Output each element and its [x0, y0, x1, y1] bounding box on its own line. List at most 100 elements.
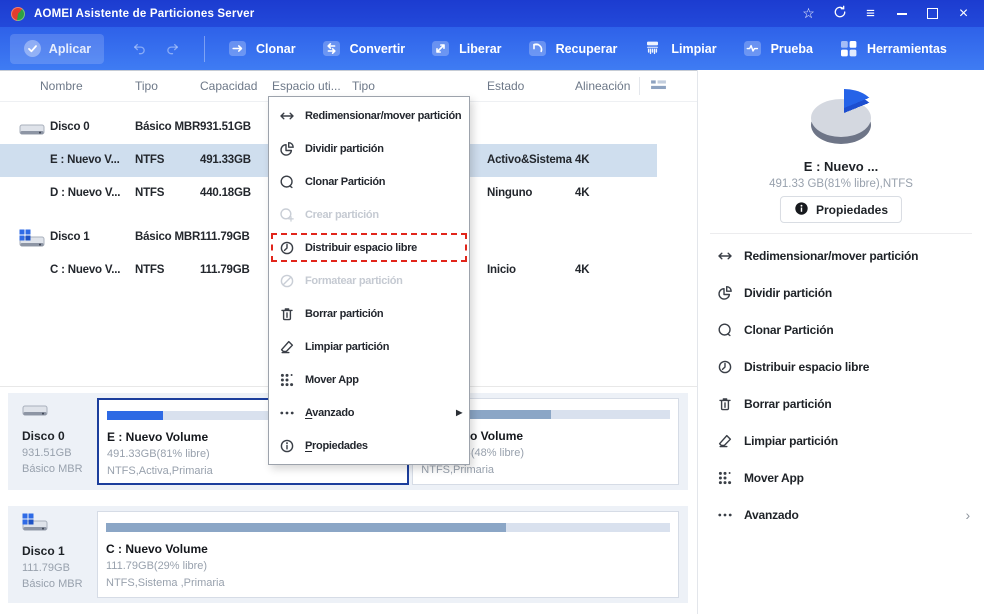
delete-partition-icon — [717, 396, 733, 412]
menu-item-label: Crear partición — [305, 208, 379, 221]
info-icon — [794, 201, 809, 219]
favorite-button[interactable]: ☆ — [793, 0, 824, 27]
minimize-icon — [896, 12, 907, 15]
sidebar-actions: Redimensionar/mover partición Dividir par… — [698, 237, 984, 533]
column-header-nombre[interactable]: Nombre — [40, 79, 83, 93]
disk-icon — [19, 119, 45, 144]
maximize-icon — [927, 8, 938, 19]
sidebar-action-distribuir-espacio-libre[interactable]: Distribuir espacio libre — [698, 348, 984, 385]
partition-info: 111.79GB(29% libre) — [106, 560, 208, 572]
sidebar-action-avanzado[interactable]: Avanzado › — [698, 496, 984, 533]
check-icon — [23, 39, 42, 58]
minimize-button[interactable] — [886, 0, 917, 27]
menu-item-label: Avanzado — [305, 406, 355, 419]
format-partition-icon — [279, 273, 295, 289]
toolbar-button-convertir[interactable]: Convertir — [309, 27, 419, 70]
sidebar-action-label: Redimensionar/mover partición — [744, 248, 919, 263]
recover-icon — [528, 39, 547, 58]
menu-item-crear-particion: Crear partición — [269, 198, 469, 231]
column-header-tipo[interactable]: Tipo — [135, 79, 158, 93]
wipe-partition-icon — [279, 339, 295, 355]
sidebar-action-limpiar-particion[interactable]: Limpiar partición — [698, 422, 984, 459]
menu-item-clonar-particion[interactable]: Clonar Partición — [269, 165, 469, 198]
properties-button[interactable]: Propiedades — [779, 196, 903, 223]
toolbar-buttons: Clonar Convertir Liberar Recuperar Limpiar Pr… — [215, 27, 960, 70]
header-separator — [639, 77, 640, 95]
table-row-partition-c-nuevo-v[interactable]: C : Nuevo V... NTFS 111.79GB Inicio 4K — [0, 254, 657, 287]
sidebar-action-label: Clonar Partición — [744, 322, 834, 337]
cell-capacity: 931.51GB — [200, 121, 251, 133]
refresh-button[interactable] — [824, 0, 855, 27]
sidebar-action-borrar-particion[interactable]: Borrar partición — [698, 385, 984, 422]
column-header-alineacion[interactable]: Alineación — [575, 79, 631, 93]
sidebar-action-label: Borrar partición — [744, 396, 832, 411]
menu-item-redimensionar-mover-particion[interactable]: Redimensionar/mover partición — [269, 99, 469, 132]
clone-partition-icon — [279, 174, 295, 190]
toolbar-button-herramientas[interactable]: Herramientas — [826, 27, 960, 70]
undo-icon[interactable] — [130, 42, 148, 56]
redo-icon[interactable] — [164, 42, 182, 56]
disk-info-disco-1[interactable]: Disco 1 111.79GB Básico MBR — [8, 506, 97, 603]
partition-filesystem: NTFS,Activa,Primaria — [107, 465, 213, 477]
properties-icon — [279, 438, 295, 454]
tools-icon — [839, 39, 858, 58]
maximize-button[interactable] — [917, 0, 948, 27]
disk-name: Disco 1 — [22, 544, 65, 558]
sidebar-action-dividir-particion[interactable]: Dividir partición — [698, 274, 984, 311]
table-row-disk-disco-1[interactable]: Disco 1 Básico MBR 111.79GB — [0, 221, 657, 254]
toolbar-button-liberar[interactable]: Liberar — [418, 27, 514, 70]
delete-partition-icon — [279, 306, 295, 322]
toolbar-button-limpiar[interactable]: Limpiar — [630, 27, 729, 70]
menu-item-borrar-particion[interactable]: Borrar partición — [269, 297, 469, 330]
column-header-capacidad[interactable]: Capacidad — [200, 79, 258, 93]
menu-item-formatear-particion: Formatear partición — [269, 264, 469, 297]
cell-type: NTFS — [135, 154, 165, 166]
clone-partition-icon — [717, 322, 733, 338]
column-header-tipo[interactable]: Tipo — [352, 79, 375, 93]
menu-item-distribuir-espacio-libre[interactable]: Distribuir espacio libre — [269, 231, 469, 264]
partition-block-c[interactable]: C : Nuevo Volume 111.79GB(29% libre) NTFS,… — [97, 511, 679, 598]
apply-button[interactable]: Aplicar — [10, 33, 104, 64]
disk-icon — [22, 405, 48, 424]
menu-item-dividir-particion[interactable]: Dividir partición — [269, 132, 469, 165]
menu-item-limpiar-particion[interactable]: Limpiar partición — [269, 330, 469, 363]
menu-item-avanzado[interactable]: Avanzado ▶ — [269, 396, 469, 429]
close-button[interactable]: × — [948, 0, 979, 27]
toolbar-button-clonar[interactable]: Clonar — [215, 27, 309, 70]
partition-label: C : Nuevo Volume — [106, 542, 208, 556]
menu-item-label: Borrar partición — [305, 307, 384, 320]
star-icon: ☆ — [802, 5, 815, 21]
disk-info-disco-0[interactable]: Disco 0 931.51GB Básico MBR — [8, 393, 97, 490]
column-header-estado[interactable]: Estado — [487, 79, 525, 93]
sidebar-action-mover-app[interactable]: Mover App — [698, 459, 984, 496]
toolbar-button-label: Prueba — [770, 41, 813, 56]
cell-name: C : Nuevo V... — [50, 264, 121, 276]
menu-item-propiedades[interactable]: Propiedades — [269, 429, 469, 462]
toolbar-button-prueba[interactable]: Prueba — [730, 27, 826, 70]
menu-item-label: Propiedades — [305, 439, 368, 452]
menu-item-label: Limpiar partición — [305, 340, 390, 353]
table-row-partition-d-nuevo-v[interactable]: D : Nuevo V... NTFS 440.18GB Ninguno 4K — [0, 177, 657, 210]
column-header-espacio-uti[interactable]: Espacio uti... — [272, 79, 341, 93]
cell-capacity: 440.18GB — [200, 187, 251, 199]
selected-partition-info: 491.33 GB(81% libre),NTFS — [769, 178, 913, 190]
sidebar-action-redimensionar-mover-particion[interactable]: Redimensionar/mover partición — [698, 237, 984, 274]
menu-item-label: Clonar Partición — [305, 175, 386, 188]
main-toolbar: Aplicar Clonar Convertir Liberar Recuperar L… — [0, 27, 984, 70]
sidebar-action-clonar-particion[interactable]: Clonar Partición — [698, 311, 984, 348]
toolbar-button-label: Recuperar — [555, 41, 618, 56]
partition-strip: C : Nuevo Volume 111.79GB(29% libre) NTFS,… — [97, 511, 679, 598]
table-row-disk-disco-0[interactable]: Disco 0 Básico MBR 931.51GB — [0, 111, 657, 144]
pie-used-slice — [814, 89, 874, 127]
list-view-icon[interactable] — [650, 79, 667, 97]
undo-redo-group — [130, 42, 182, 56]
toolbar-button-recuperar[interactable]: Recuperar — [515, 27, 631, 70]
cell-status: Activo&Sistema — [487, 154, 572, 166]
disk-type: Básico MBR — [22, 463, 83, 475]
cell-alignment: 4K — [575, 154, 590, 166]
disk-type: Básico MBR — [22, 578, 83, 590]
menu-button[interactable]: ≡ — [855, 0, 886, 27]
title-bar: AOMEI Asistente de Particiones Server ☆ ≡… — [0, 0, 984, 27]
menu-item-mover-app[interactable]: Mover App — [269, 363, 469, 396]
